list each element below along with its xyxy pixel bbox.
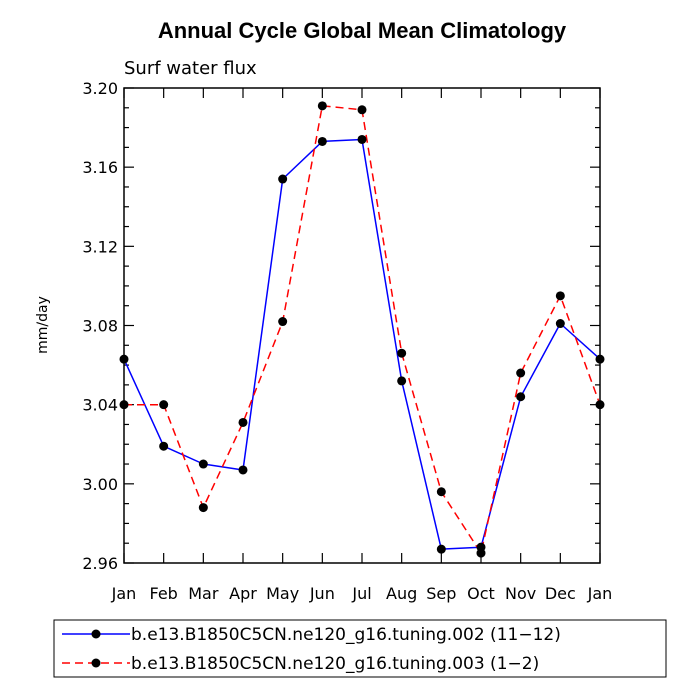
x-tick-label: Jul (351, 584, 371, 603)
y-tick-label: 2.96 (82, 554, 118, 573)
data-point-series-2 (595, 400, 605, 410)
data-point-series-2 (397, 348, 407, 358)
legend-label-series-2: b.e13.B1850C5CN.ne120_g16.tuning.003 (1−… (131, 654, 539, 674)
x-tick-label: Apr (229, 584, 257, 603)
data-point-series-2 (317, 101, 327, 111)
data-point-series-2 (198, 503, 208, 513)
y-tick-label: 3.00 (82, 475, 118, 494)
y-tick-label: 3.08 (82, 317, 118, 336)
x-tick-label: Jun (309, 584, 335, 603)
data-point-series-1 (516, 392, 526, 402)
data-point-series-1 (317, 136, 327, 146)
plot-frame (123, 87, 601, 564)
legend-label-series-1: b.e13.B1850C5CN.ne120_g16.tuning.002 (11… (131, 625, 561, 645)
data-point-series-2 (159, 400, 169, 410)
data-point-series-1 (555, 319, 565, 329)
x-tick-label: Jan (111, 584, 137, 603)
data-point-series-1 (198, 459, 208, 469)
data-point-series-2 (476, 548, 486, 558)
y-tick-label: 3.12 (82, 237, 118, 256)
data-point-series-2 (555, 291, 565, 301)
chart-title: Annual Cycle Global Mean Climatology (158, 18, 567, 43)
y-tick-label: 3.20 (82, 79, 118, 98)
y-tick-label: 3.16 (82, 158, 118, 177)
legend: b.e13.B1850C5CN.ne120_g16.tuning.002 (11… (53, 619, 667, 678)
y-axis-label: mm/day (35, 296, 51, 354)
y-tick-label: 3.04 (82, 396, 118, 415)
x-tick-label: Oct (467, 584, 495, 603)
data-point-series-1 (159, 441, 169, 451)
legend-marker-series-1 (91, 629, 101, 639)
x-tick-label: Aug (386, 584, 417, 603)
x-tick-label: Mar (188, 584, 219, 603)
data-point-series-1 (238, 465, 248, 475)
series-line-1 (123, 138, 601, 550)
data-point-series-1 (397, 376, 407, 386)
x-tick-label: Feb (150, 584, 178, 603)
x-tick-label: Sep (426, 584, 456, 603)
data-point-series-2 (516, 368, 526, 378)
data-point-series-2 (278, 317, 288, 327)
x-tick-label: Jan (587, 584, 613, 603)
y-tick-labels: 2.96 3.00 3.04 3.08 3.12 3.16 3.20 (82, 79, 118, 573)
axis-ticks (123, 87, 601, 564)
series-layer (119, 101, 605, 558)
x-tick-label: Dec (545, 584, 576, 603)
data-point-series-2 (357, 105, 367, 115)
data-point-series-1 (436, 544, 446, 554)
data-point-series-2 (238, 417, 248, 427)
x-tick-label: Nov (505, 584, 536, 603)
data-point-series-1 (278, 174, 288, 184)
data-point-series-1 (357, 134, 367, 144)
x-tick-labels: Jan Feb Mar Apr May Jun Jul Aug Sep Oct Nov Dec Jan (111, 584, 613, 603)
chart-subtitle: Surf water flux (124, 58, 257, 79)
data-point-series-1 (119, 354, 129, 364)
legend-marker-series-2 (91, 658, 101, 668)
data-point-series-2 (436, 487, 446, 497)
legend-box (53, 619, 667, 678)
data-point-series-2 (119, 400, 129, 410)
x-tick-label: May (266, 584, 299, 603)
series-line-2 (124, 105, 601, 554)
data-point-series-1 (595, 354, 605, 364)
